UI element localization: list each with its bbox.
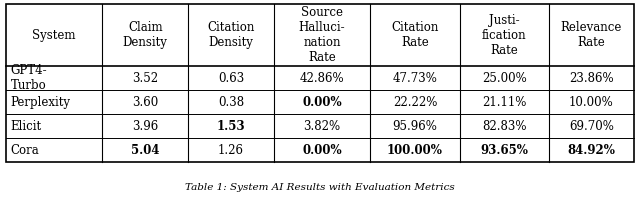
Text: 95.96%: 95.96% xyxy=(392,120,437,133)
Text: Perplexity: Perplexity xyxy=(10,96,70,109)
Text: Relevance
Rate: Relevance Rate xyxy=(561,21,622,49)
Text: 1.53: 1.53 xyxy=(217,120,245,133)
Text: 0.00%: 0.00% xyxy=(302,143,342,156)
Text: 0.63: 0.63 xyxy=(218,72,244,85)
Text: 25.00%: 25.00% xyxy=(482,72,527,85)
Text: 3.52: 3.52 xyxy=(132,72,158,85)
Text: 47.73%: 47.73% xyxy=(392,72,437,85)
Text: Citation
Rate: Citation Rate xyxy=(391,21,438,49)
Text: Justi-
fication
Rate: Justi- fication Rate xyxy=(482,14,527,57)
Text: Citation
Density: Citation Density xyxy=(207,21,255,49)
Text: 3.60: 3.60 xyxy=(132,96,158,109)
Text: 10.00%: 10.00% xyxy=(569,96,614,109)
Text: Table 1: System AI Results with Evaluation Metrics: Table 1: System AI Results with Evaluati… xyxy=(185,183,455,192)
Text: 82.83%: 82.83% xyxy=(482,120,527,133)
Text: 84.92%: 84.92% xyxy=(568,143,616,156)
Text: 22.22%: 22.22% xyxy=(393,96,437,109)
Text: 0.38: 0.38 xyxy=(218,96,244,109)
Text: GPT4-
Turbo: GPT4- Turbo xyxy=(10,64,47,92)
Text: 42.86%: 42.86% xyxy=(300,72,344,85)
Text: Claim
Density: Claim Density xyxy=(123,21,168,49)
Text: 1.26: 1.26 xyxy=(218,143,244,156)
Text: Source
Halluci-
nation
Rate: Source Halluci- nation Rate xyxy=(299,6,346,64)
Text: 21.11%: 21.11% xyxy=(482,96,527,109)
Text: 93.65%: 93.65% xyxy=(480,143,528,156)
Text: Cora: Cora xyxy=(10,143,39,156)
Bar xyxy=(6,4,634,162)
Text: 100.00%: 100.00% xyxy=(387,143,443,156)
Text: 3.96: 3.96 xyxy=(132,120,158,133)
Text: 5.04: 5.04 xyxy=(131,143,159,156)
Text: System: System xyxy=(33,29,76,42)
Text: 69.70%: 69.70% xyxy=(569,120,614,133)
Text: Elicit: Elicit xyxy=(10,120,41,133)
Text: 23.86%: 23.86% xyxy=(569,72,614,85)
Text: 3.82%: 3.82% xyxy=(303,120,340,133)
Text: 0.00%: 0.00% xyxy=(302,96,342,109)
